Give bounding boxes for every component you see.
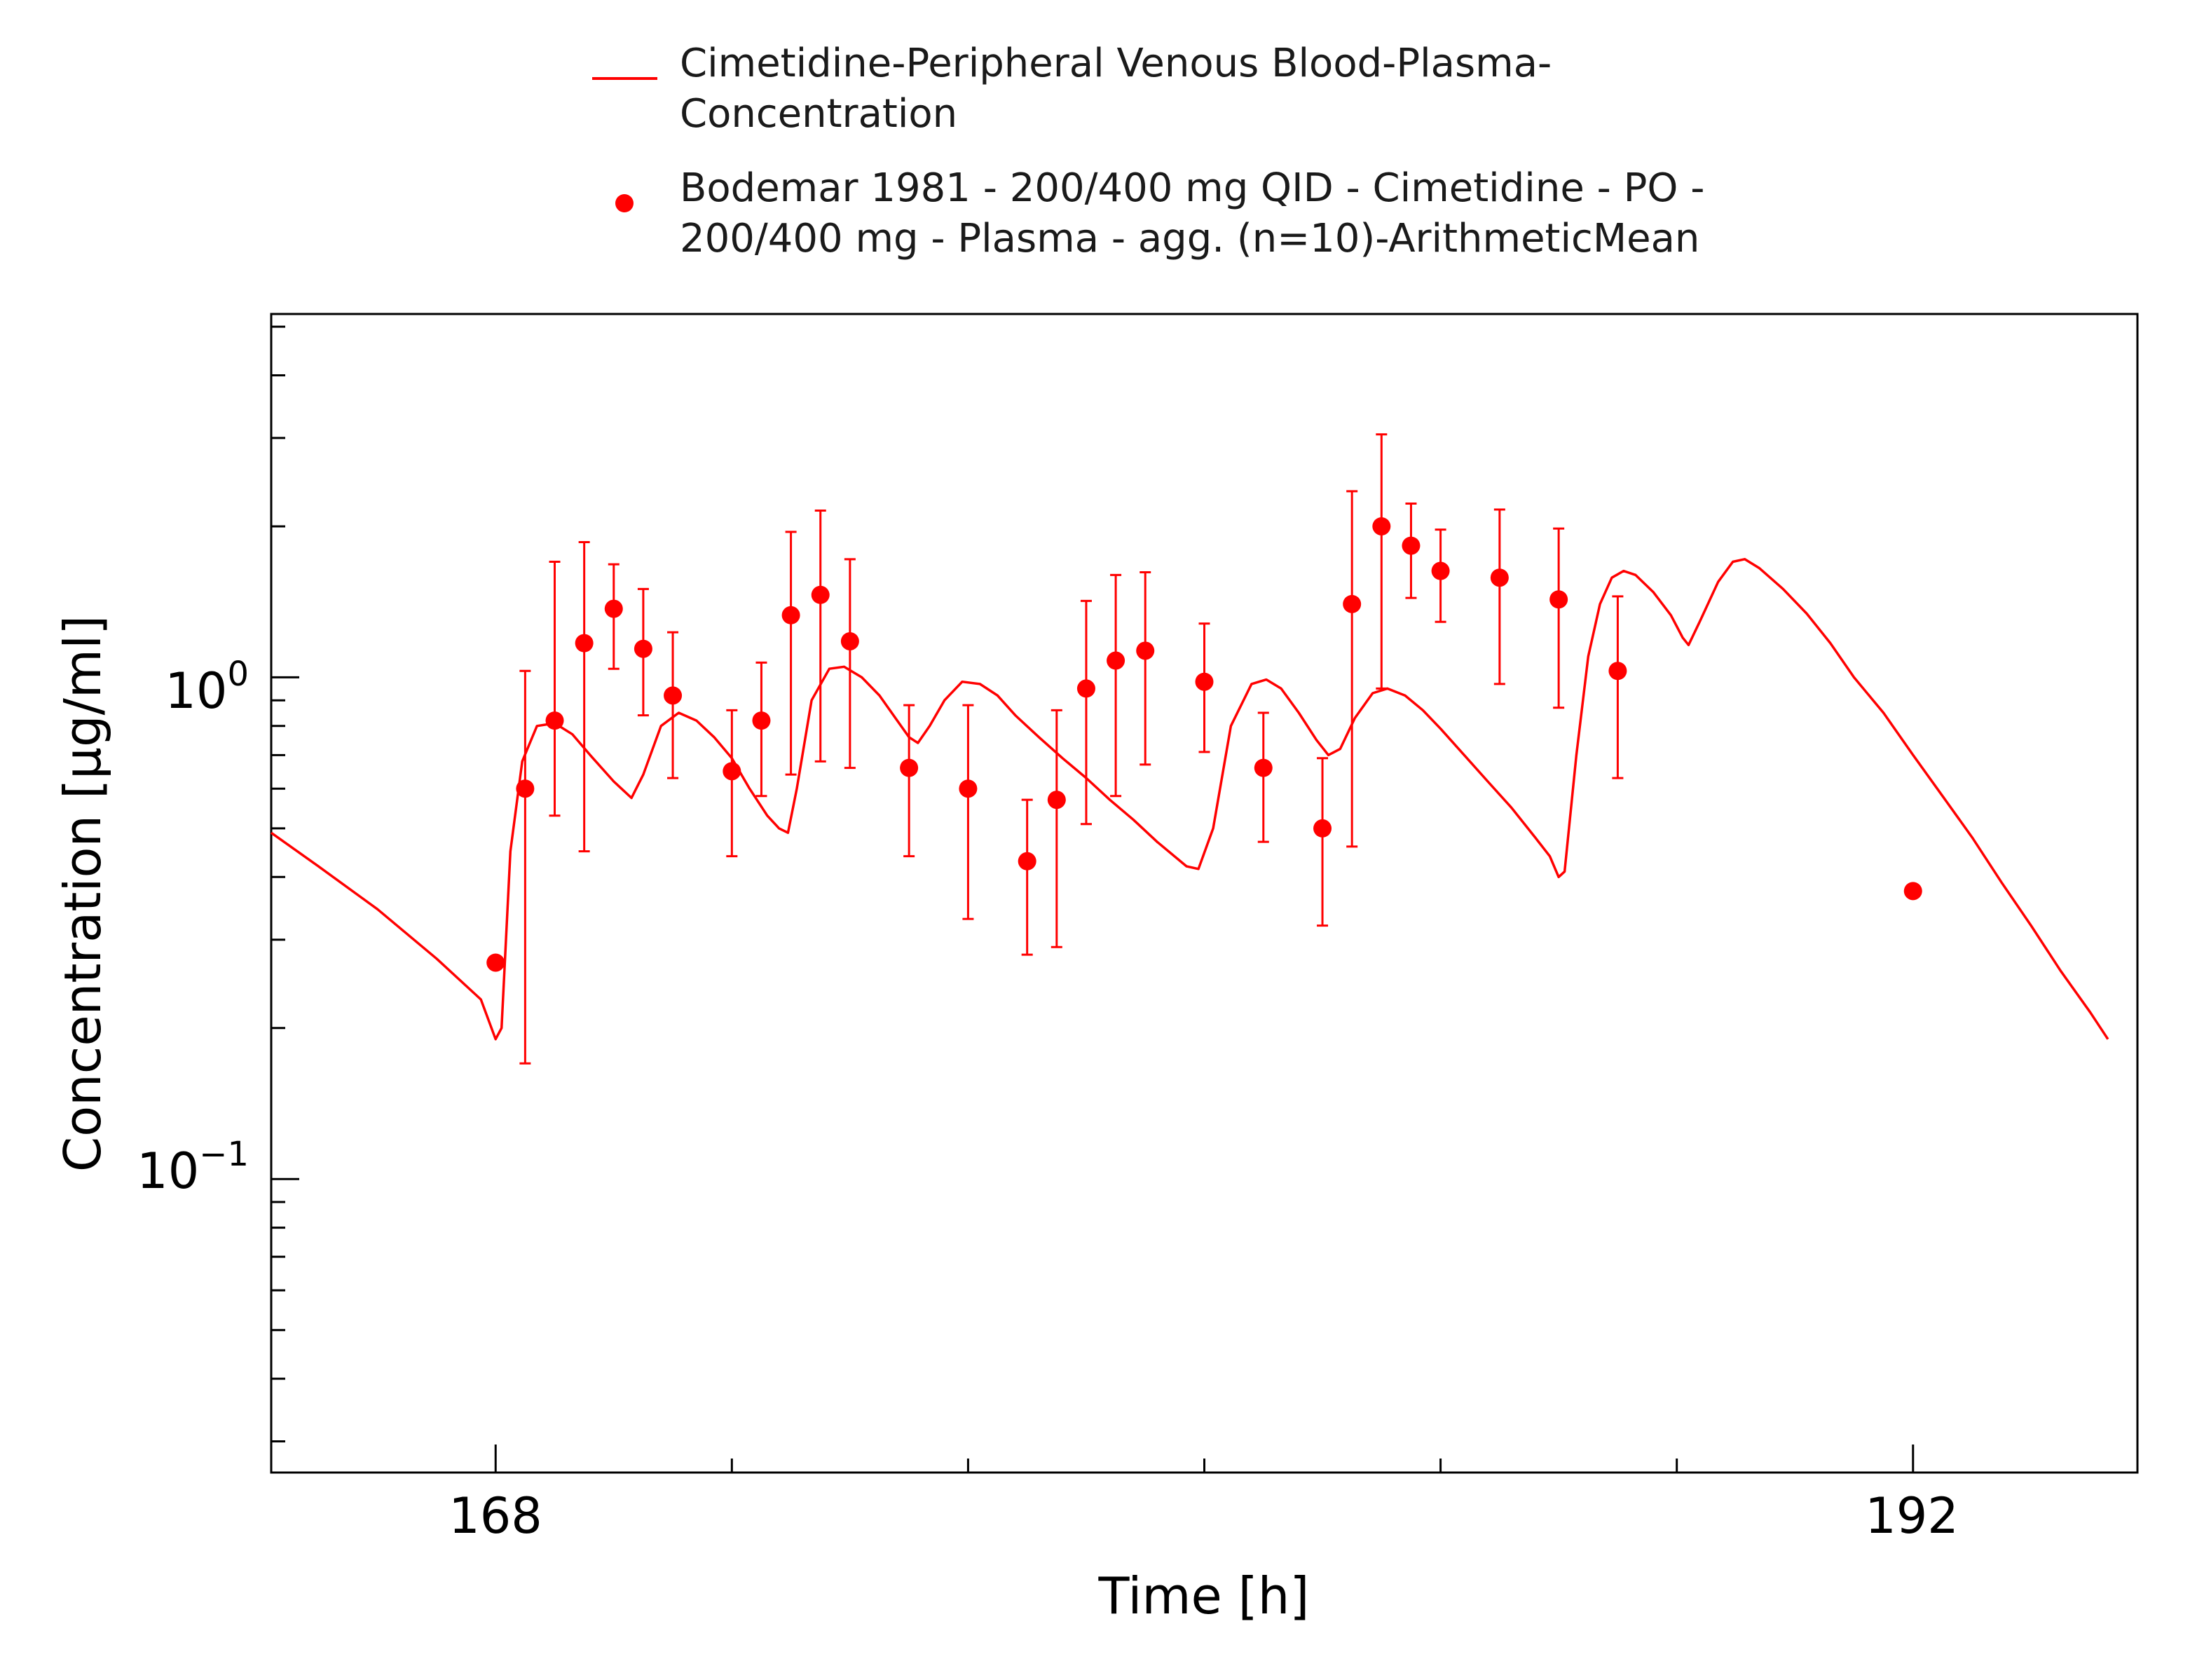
- data-point: [840, 631, 859, 650]
- data-point: [575, 634, 594, 653]
- data-point: [811, 585, 830, 604]
- x-tick-label-192: 192: [1865, 1487, 1959, 1545]
- legend-marker-label-1: Bodemar 1981 - 200/400 mg QID - Cimetidi…: [680, 165, 1704, 211]
- plot-area-frame: [270, 313, 2139, 1474]
- y-axis-ticks: [271, 325, 299, 1443]
- y-tick-label-10e0: 100: [165, 655, 249, 720]
- data-point: [1195, 672, 1214, 691]
- legend: Cimetidine-Peripheral Venous Blood-Plasm…: [592, 41, 1704, 261]
- x-tick-label-168: 168: [449, 1487, 542, 1545]
- data-point: [1254, 758, 1273, 777]
- legend-line-label-2: Concentration: [680, 91, 957, 137]
- data-point: [664, 686, 683, 705]
- data-point: [1313, 819, 1332, 838]
- x-axis-title: Time [h]: [1098, 1566, 1310, 1625]
- data-point: [1136, 641, 1155, 660]
- simulation-line: [270, 558, 2109, 1041]
- data-point: [781, 606, 800, 624]
- data-point: [486, 953, 505, 972]
- y-tick-label-10e-1: 10−1: [137, 1135, 249, 1200]
- data-point: [1402, 536, 1421, 555]
- data-point: [1490, 568, 1509, 587]
- data-point: [1047, 791, 1066, 810]
- data-point: [1107, 651, 1125, 670]
- data-point: [1343, 594, 1362, 613]
- data-point: [516, 779, 535, 798]
- x-axis-ticks: [494, 1445, 1915, 1473]
- data-point: [1903, 882, 1922, 901]
- data-point: [752, 711, 771, 730]
- data-point: [900, 758, 919, 777]
- data-point: [604, 599, 623, 618]
- observed-series: [486, 433, 1922, 1065]
- data-point: [1018, 852, 1036, 870]
- data-point: [1608, 662, 1627, 681]
- data-point: [634, 639, 652, 658]
- data-point: [959, 779, 978, 798]
- data-point: [1076, 679, 1095, 698]
- data-point: [1372, 517, 1391, 535]
- y-axis-title: Concentration [µg/ml]: [53, 615, 112, 1172]
- legend-marker-label-2: 200/400 mg - Plasma - agg. (n=10)-Arithm…: [680, 216, 1699, 261]
- data-point: [545, 711, 564, 730]
- data-point: [723, 762, 741, 781]
- legend-marker-swatch: [615, 194, 634, 212]
- simulation-series: [270, 558, 2109, 1041]
- data-point: [1431, 561, 1450, 580]
- data-point: [1549, 590, 1568, 609]
- legend-line-label-1: Cimetidine-Peripheral Venous Blood-Plasm…: [680, 41, 1552, 86]
